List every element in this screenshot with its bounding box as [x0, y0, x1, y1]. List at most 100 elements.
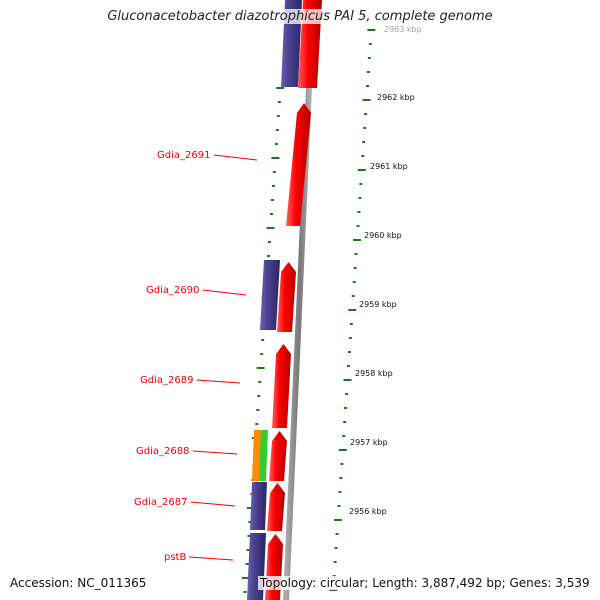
- outer-tick: [366, 85, 370, 87]
- outer-tick: [352, 281, 356, 283]
- inner-tick: [266, 227, 275, 229]
- green-hit[interactable]: [259, 430, 268, 481]
- gene-label-line: [190, 501, 236, 507]
- gene-label[interactable]: Gdia_2687: [134, 497, 187, 508]
- inner-tick: [247, 535, 251, 537]
- inner-tick: [276, 115, 280, 117]
- gene-label-line: [196, 379, 241, 384]
- outer-tick: [353, 239, 362, 241]
- inner-tick: [260, 353, 264, 355]
- gene-label[interactable]: pstB: [164, 552, 186, 563]
- outer-tick: [334, 547, 338, 549]
- inner-tick: [257, 395, 261, 397]
- outer-tick: [367, 57, 371, 59]
- kbp-label: 2959 kbp: [359, 300, 397, 309]
- cds-arrow[interactable]: [277, 262, 296, 332]
- outer-tick: [362, 141, 366, 143]
- outer-tick: [359, 183, 363, 185]
- inner-tick: [275, 129, 279, 131]
- gene-label[interactable]: Gdia_2690: [146, 285, 199, 296]
- kbp-label: 2963 kbp: [384, 25, 422, 34]
- outer-tick: [344, 407, 348, 409]
- inner-tick: [269, 213, 273, 215]
- outer-tick: [347, 351, 351, 353]
- gene-label[interactable]: Gdia_2688: [136, 446, 189, 457]
- inner-tick: [246, 507, 255, 509]
- outer-tick: [348, 337, 352, 339]
- outer-tick: [337, 505, 341, 507]
- inner-tick: [274, 143, 278, 145]
- inner-tick: [256, 367, 265, 369]
- blast-hit[interactable]: [250, 482, 267, 530]
- topology-label: Topology: circular; Length: 3,887,492 bp…: [258, 576, 592, 590]
- kbp-label: 2960 kbp: [364, 231, 402, 240]
- inner-tick: [248, 521, 252, 523]
- outer-tick: [343, 421, 347, 423]
- inner-tick: [268, 241, 272, 243]
- gene-label-line: [213, 154, 258, 161]
- inner-tick: [261, 339, 265, 341]
- blast-hit[interactable]: [260, 260, 280, 330]
- cds-arrow[interactable]: [272, 344, 291, 428]
- outer-tick: [354, 253, 358, 255]
- cds-arrow[interactable]: [265, 534, 283, 600]
- outer-tick: [353, 267, 357, 269]
- outer-tick: [342, 435, 346, 437]
- inner-tick: [267, 255, 271, 257]
- outer-tick: [362, 99, 371, 101]
- outer-tick: [367, 29, 376, 31]
- outer-tick: [358, 197, 362, 199]
- inner-tick: [271, 185, 275, 187]
- inner-tick: [272, 171, 276, 173]
- outer-tick: [364, 113, 368, 115]
- outer-tick: [346, 365, 350, 367]
- inner-tick: [243, 591, 247, 593]
- inner-tick: [276, 87, 285, 89]
- gene-label[interactable]: Gdia_2689: [140, 375, 193, 386]
- outer-tick: [335, 533, 339, 535]
- outer-tick: [329, 589, 338, 591]
- kbp-label: 2962 kbp: [377, 93, 415, 102]
- cds-arrow[interactable]: [269, 431, 287, 481]
- outer-tick: [363, 127, 367, 129]
- cds-arrow[interactable]: [267, 483, 285, 531]
- inner-tick: [245, 563, 249, 565]
- gene-label-line: [189, 556, 234, 561]
- outer-tick: [356, 225, 360, 227]
- outer-tick: [345, 393, 349, 395]
- gene-label-line: [202, 289, 247, 296]
- inner-tick: [246, 549, 250, 551]
- kbp-labels: 2963 kbp 2962 kbp 2961 kbp 2960 kbp 2959 kbp…: [349, 25, 422, 516]
- gene-label[interactable]: Gdia_2691: [157, 150, 210, 161]
- outer-tick: [338, 491, 342, 493]
- cds-arrow[interactable]: [286, 103, 311, 226]
- inner-tick: [256, 409, 260, 411]
- map-title-text: Gluconacetobacter diazotrophicus PAI 5, …: [107, 9, 493, 24]
- inner-tick: [277, 101, 281, 103]
- outer-tick: [339, 477, 343, 479]
- outer-tick: [340, 463, 344, 465]
- kbp-label: 2958 kbp: [355, 369, 393, 378]
- gene-labels: Gdia_2691 Gdia_2690 Gdia_2689 Gdia_2688 Gdia…: [134, 150, 258, 563]
- kbp-label: 2957 kbp: [350, 438, 388, 447]
- inner-tick: [242, 577, 250, 579]
- accession-label: Accession: NC_011365: [8, 576, 149, 590]
- outer-tick: [366, 71, 370, 73]
- outer-tick: [351, 295, 355, 297]
- outer-tick: [349, 323, 353, 325]
- outer-tick: [348, 309, 357, 311]
- outer-tick: [334, 519, 342, 521]
- inner-tick: [271, 157, 280, 159]
- kbp-label: 2956 kbp: [349, 507, 387, 516]
- outer-tick: [343, 379, 352, 381]
- outer-tick: [361, 155, 365, 157]
- inner-tick: [270, 199, 274, 201]
- inner-tick: [255, 423, 259, 425]
- inner-tick: [258, 381, 262, 383]
- outer-tick: [333, 561, 337, 563]
- map-title: Gluconacetobacter diazotrophicus PAI 5, …: [0, 9, 600, 24]
- outer-tick: [368, 43, 372, 45]
- outer-tick: [357, 169, 366, 171]
